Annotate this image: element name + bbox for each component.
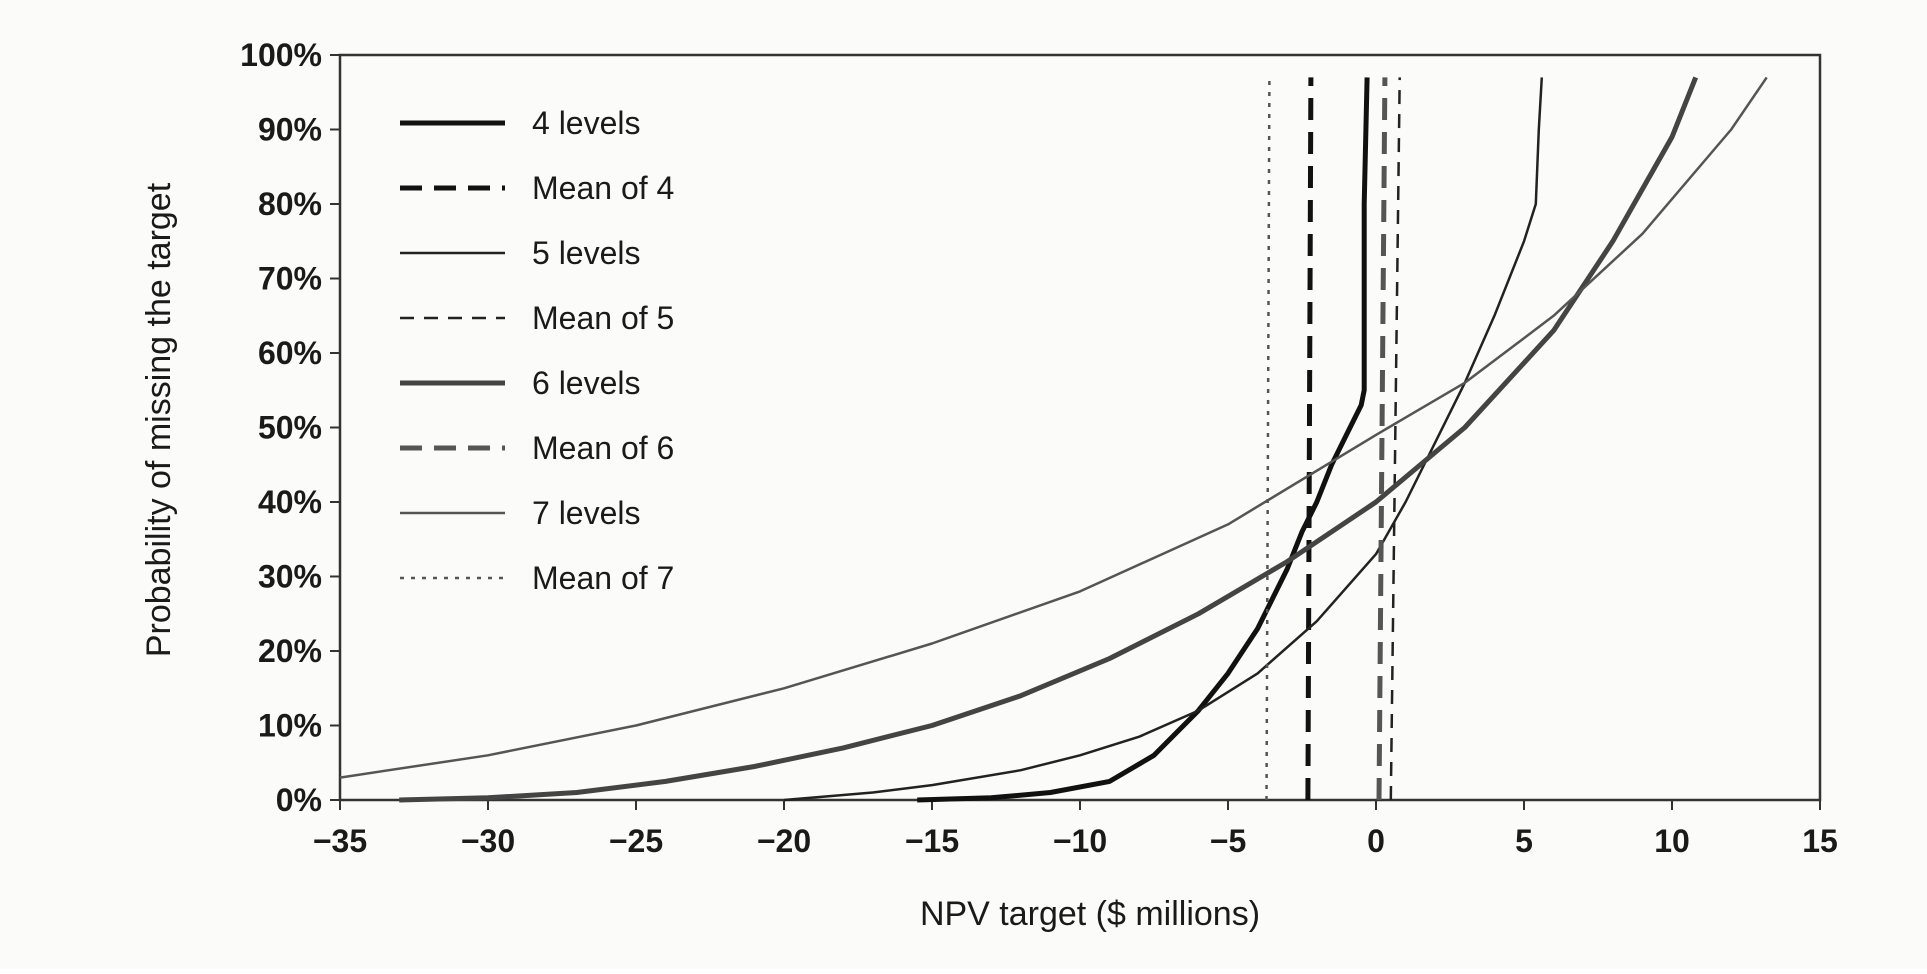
y-tick-label: 50% <box>258 410 322 446</box>
series-line-mean-of-6 <box>1376 77 1388 801</box>
plot-frame <box>338 53 1822 802</box>
y-tick-label: 70% <box>258 261 322 297</box>
legend-label-5-levels: 5 levels <box>532 235 641 271</box>
series-layer <box>339 76 1768 803</box>
x-tick-label: 10 <box>1654 823 1690 859</box>
plot-border <box>338 53 1822 802</box>
x-tick-label: −10 <box>1053 823 1107 859</box>
y-tick-label: 30% <box>258 559 322 595</box>
x-axis-ticks: −35 −30 −25 −20 −15 −10 −5 0 5 10 15 <box>313 800 1838 859</box>
y-tick-label: 20% <box>258 633 322 669</box>
x-tick-label: 15 <box>1802 823 1838 859</box>
series-line-6-levels <box>399 76 1699 803</box>
legend-label-6-levels: 6 levels <box>532 365 641 401</box>
series-line-5-levels <box>783 77 1544 802</box>
y-axis-label: Probability of missing the target <box>140 182 178 657</box>
x-tick-label: −35 <box>313 823 367 859</box>
x-tick-label: −20 <box>757 823 811 859</box>
y-axis-ticks: 0% 10% 20% 30% 40% 50% 60% 70% 80% 90% 100% <box>240 37 340 818</box>
series-line-mean-of-5 <box>1389 77 1401 801</box>
legend-label-4-levels: 4 levels <box>532 105 641 141</box>
x-tick-label: −15 <box>905 823 959 859</box>
y-tick-label: 60% <box>258 335 322 371</box>
x-tick-label: −30 <box>461 823 515 859</box>
x-tick-label: 5 <box>1515 823 1533 859</box>
legend-label-mean-of-5: Mean of 5 <box>532 300 674 336</box>
y-tick-label: 10% <box>258 708 322 744</box>
x-tick-label: −25 <box>609 823 663 859</box>
y-tick-label: 0% <box>276 782 322 818</box>
series-line-mean-of-7 <box>1265 77 1271 801</box>
x-tick-label: 0 <box>1367 823 1385 859</box>
series-line-4-levels <box>917 77 1370 803</box>
y-tick-label: 100% <box>240 37 322 73</box>
legend-label-mean-of-7: Mean of 7 <box>532 560 674 596</box>
legend-label-mean-of-4: Mean of 4 <box>532 170 674 206</box>
legend: 4 levels Mean of 4 5 levels Mean of 5 6 leve… <box>400 105 674 596</box>
y-tick-label: 90% <box>258 112 322 148</box>
y-tick-label: 80% <box>258 186 322 222</box>
legend-label-mean-of-6: Mean of 6 <box>532 430 674 466</box>
series-line-mean-of-4 <box>1305 77 1314 801</box>
x-axis-label: NPV target ($ millions) <box>920 895 1260 933</box>
x-tick-label: −5 <box>1210 823 1246 859</box>
y-tick-label: 40% <box>258 484 322 520</box>
legend-label-7-levels: 7 levels <box>532 495 641 531</box>
series-line-7-levels <box>339 76 1768 779</box>
